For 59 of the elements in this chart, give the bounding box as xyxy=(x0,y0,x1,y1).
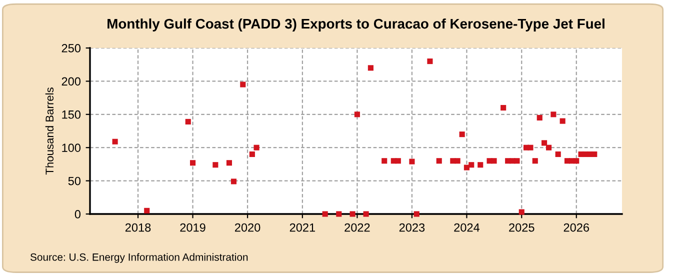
point xyxy=(500,104,506,111)
point xyxy=(546,144,552,150)
point xyxy=(574,158,580,164)
point xyxy=(230,178,237,184)
point xyxy=(144,208,150,214)
point xyxy=(363,211,369,217)
point xyxy=(514,158,520,164)
point xyxy=(190,160,196,166)
point xyxy=(464,164,470,170)
point xyxy=(518,209,524,215)
y-tick-label: 200 xyxy=(62,77,81,86)
point xyxy=(436,158,442,164)
y-axis-title: Thousand Barrels xyxy=(45,88,54,175)
point xyxy=(382,158,388,164)
point xyxy=(427,58,433,64)
x-tick-label: 2024 xyxy=(454,223,480,232)
point xyxy=(560,118,566,124)
point xyxy=(491,158,497,164)
point xyxy=(395,158,401,164)
y-tick-label: 150 xyxy=(62,110,81,119)
point xyxy=(532,158,538,164)
x-tick-label: 2021 xyxy=(290,223,315,232)
point xyxy=(254,144,260,150)
x-tick-label: 2020 xyxy=(234,223,260,232)
point xyxy=(354,112,360,118)
point xyxy=(454,158,460,164)
source-note: Source: U.S. Energy Information Administration xyxy=(30,253,248,263)
point xyxy=(185,118,191,124)
point xyxy=(368,65,374,71)
chart-title: Monthly Gulf Coast (PADD 3) Exports to Curacao of Kerosene-Type Jet Fuel xyxy=(108,18,604,32)
point xyxy=(542,140,548,146)
x-tick-label: 2023 xyxy=(399,223,425,232)
point xyxy=(249,151,255,158)
point xyxy=(336,211,342,217)
point xyxy=(414,211,420,217)
point xyxy=(478,162,484,168)
point xyxy=(592,151,598,158)
point xyxy=(350,211,356,217)
x-tick-label: 2018 xyxy=(125,223,151,232)
point xyxy=(226,160,232,166)
point xyxy=(112,138,118,144)
point xyxy=(322,211,328,217)
point xyxy=(212,162,218,168)
point xyxy=(550,112,556,118)
point xyxy=(240,82,246,88)
y-tick-label: 50 xyxy=(68,176,81,186)
y-tick-label: 0 xyxy=(74,210,81,218)
point xyxy=(409,158,415,164)
point xyxy=(528,144,534,150)
point xyxy=(555,151,561,158)
point xyxy=(459,132,465,138)
y-tick-label: 250 xyxy=(62,44,81,52)
y-tick-label: 100 xyxy=(62,144,81,152)
x-tick-label: 2026 xyxy=(564,223,590,232)
x-tick-label: 2025 xyxy=(509,223,534,232)
point xyxy=(468,162,474,168)
x-tick-label: 2019 xyxy=(180,223,206,232)
point xyxy=(536,114,542,120)
x-tick-label: 2022 xyxy=(344,223,370,232)
